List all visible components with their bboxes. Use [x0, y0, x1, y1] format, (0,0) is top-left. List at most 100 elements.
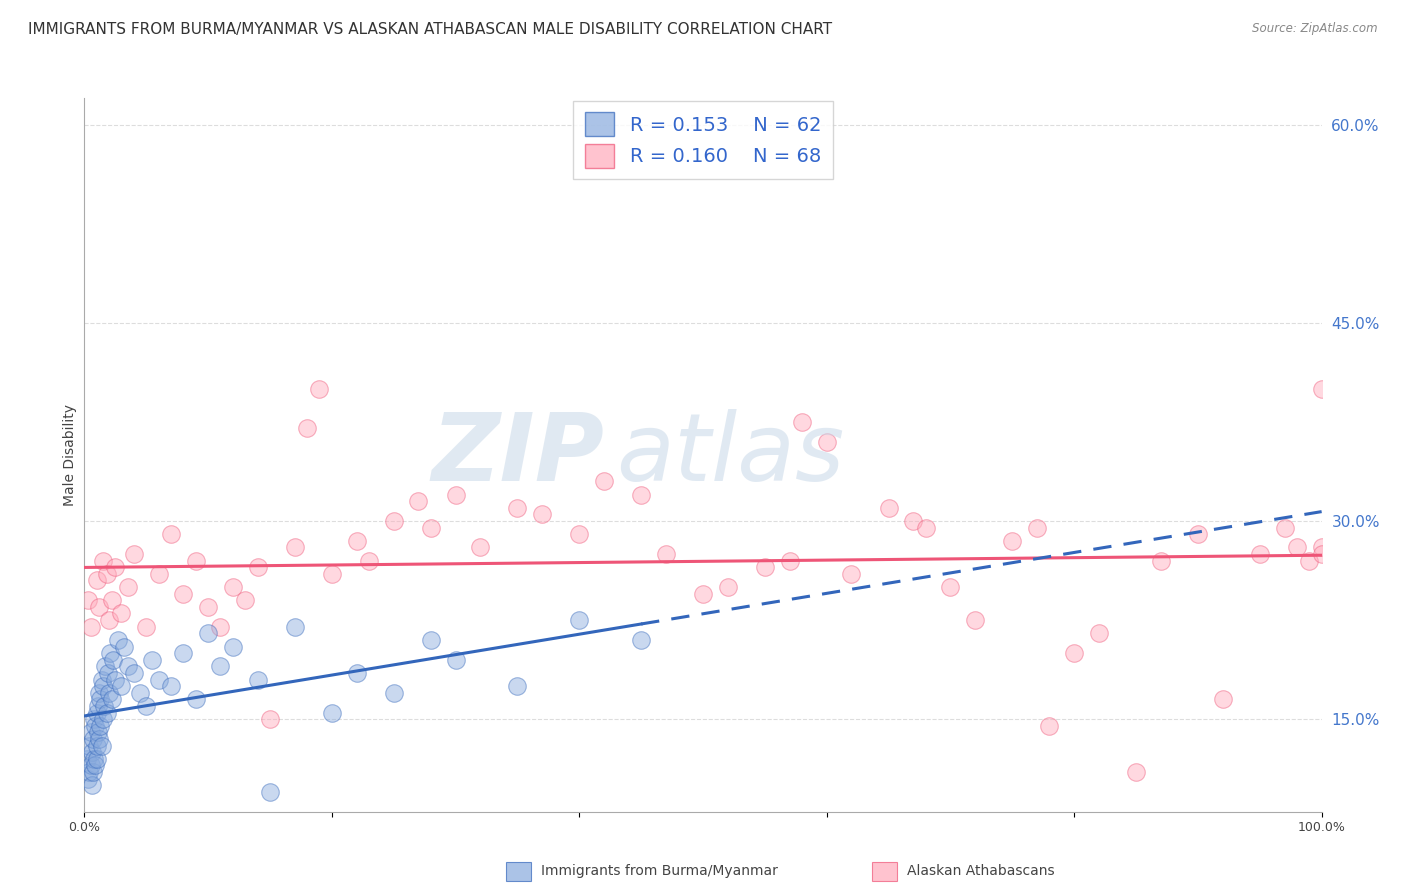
Point: [346, 665, 368, 680]
Point: [89, 686, 111, 700]
Point: [100, 593, 122, 607]
Point: [112, 640, 135, 654]
Point: [96, 566, 118, 581]
Point: [630, 487, 652, 501]
Point: [89, 732, 111, 747]
Point: [655, 547, 678, 561]
Point: [408, 494, 430, 508]
Point: [246, 560, 269, 574]
Point: [135, 620, 157, 634]
Legend: R = 0.153    N = 62, R = 0.160    N = 68: R = 0.153 N = 62, R = 0.160 N = 68: [574, 101, 832, 179]
Point: [89, 692, 111, 706]
Point: [83, 752, 105, 766]
Point: [815, 434, 838, 449]
Point: [321, 706, 343, 720]
Point: [129, 686, 152, 700]
Point: [89, 719, 111, 733]
Point: [246, 673, 269, 687]
Point: [83, 712, 105, 726]
Point: [148, 673, 170, 687]
Point: [1038, 719, 1060, 733]
Point: [84, 719, 107, 733]
Point: [77, 593, 100, 607]
Point: [1249, 547, 1271, 561]
Point: [90, 739, 112, 753]
Point: [91, 554, 114, 568]
Point: [172, 646, 194, 660]
Point: [98, 646, 121, 660]
Point: [79, 725, 101, 739]
Point: [568, 613, 591, 627]
Point: [914, 520, 936, 534]
Point: [1026, 520, 1049, 534]
Point: [1310, 541, 1333, 555]
Point: [104, 673, 127, 687]
Point: [259, 712, 281, 726]
Point: [160, 679, 183, 693]
Point: [122, 665, 145, 680]
Point: [110, 607, 132, 621]
Text: atlas: atlas: [616, 409, 845, 500]
Point: [284, 541, 307, 555]
Point: [790, 415, 813, 429]
Point: [82, 732, 104, 747]
Point: [98, 686, 121, 700]
Point: [308, 382, 330, 396]
Point: [135, 698, 157, 713]
Point: [107, 632, 129, 647]
Point: [148, 566, 170, 581]
Point: [209, 659, 232, 673]
Point: [93, 698, 115, 713]
Point: [1285, 541, 1308, 555]
Point: [76, 752, 98, 766]
Text: Alaskan Athabascans: Alaskan Athabascans: [907, 864, 1054, 879]
Point: [531, 508, 554, 522]
Y-axis label: Male Disability: Male Disability: [63, 404, 77, 506]
Point: [754, 560, 776, 574]
Point: [87, 698, 110, 713]
Point: [122, 547, 145, 561]
Point: [82, 765, 104, 780]
Point: [184, 554, 207, 568]
Point: [97, 665, 120, 680]
Point: [91, 679, 114, 693]
Point: [295, 421, 318, 435]
Text: Immigrants from Burma/Myanmar: Immigrants from Burma/Myanmar: [541, 864, 778, 879]
Point: [209, 620, 232, 634]
Point: [90, 673, 112, 687]
Point: [419, 632, 441, 647]
Point: [80, 778, 103, 792]
Point: [100, 692, 122, 706]
Point: [1150, 554, 1173, 568]
Point: [79, 765, 101, 780]
Point: [692, 587, 714, 601]
Point: [86, 752, 108, 766]
Point: [79, 739, 101, 753]
Point: [84, 758, 107, 772]
Point: [939, 580, 962, 594]
Text: ZIP: ZIP: [432, 409, 605, 501]
Point: [1001, 533, 1024, 548]
Point: [160, 527, 183, 541]
Point: [259, 785, 281, 799]
Point: [197, 626, 219, 640]
Point: [79, 620, 101, 634]
Point: [1187, 527, 1209, 541]
Point: [568, 527, 591, 541]
Point: [197, 599, 219, 614]
Point: [419, 520, 441, 534]
Point: [101, 653, 124, 667]
Point: [965, 613, 987, 627]
Point: [80, 745, 103, 759]
Point: [841, 566, 863, 581]
Point: [470, 541, 492, 555]
Point: [382, 514, 405, 528]
Point: [593, 475, 616, 489]
Point: [1212, 692, 1234, 706]
Point: [1088, 626, 1111, 640]
Point: [382, 686, 405, 700]
Point: [79, 758, 101, 772]
Point: [86, 574, 108, 588]
Point: [91, 712, 114, 726]
Point: [86, 706, 108, 720]
